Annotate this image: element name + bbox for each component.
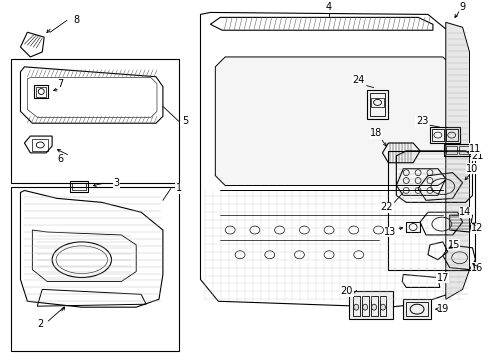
Text: 2: 2 [37,319,44,329]
Bar [444,144,471,156]
Polygon shape [215,57,453,185]
Text: 21: 21 [471,151,484,161]
Text: 14: 14 [460,207,472,217]
Bar [406,302,428,316]
Bar [36,87,46,96]
Bar [380,296,387,316]
Text: 24: 24 [353,75,365,85]
Text: 16: 16 [471,262,484,273]
Bar [370,296,377,316]
Text: 17: 17 [437,273,449,283]
Text: 1: 1 [176,184,182,193]
Bar [369,93,386,116]
Bar [70,181,88,193]
Ellipse shape [363,304,368,310]
Text: 12: 12 [471,223,484,233]
Text: 5: 5 [183,116,189,126]
Text: 4: 4 [326,3,332,13]
Bar [389,151,475,270]
Ellipse shape [354,304,359,310]
Ellipse shape [381,304,386,310]
Text: 22: 22 [380,202,392,212]
Polygon shape [446,22,469,299]
Bar [446,129,458,141]
Bar [353,296,360,316]
Bar [32,139,48,151]
Bar [367,90,389,119]
Bar [362,296,368,316]
Text: 11: 11 [469,144,482,154]
Text: 10: 10 [466,164,479,174]
Ellipse shape [371,304,376,310]
Text: 18: 18 [370,128,383,138]
Text: 7: 7 [57,78,63,89]
Text: 20: 20 [341,286,353,296]
Bar [11,59,179,183]
Bar [403,299,431,319]
Text: 6: 6 [57,154,63,164]
Bar [406,222,420,232]
Text: 9: 9 [460,3,465,13]
Bar [72,183,86,190]
Bar [370,99,385,107]
Bar [432,129,444,141]
Text: 3: 3 [113,177,120,188]
Text: 8: 8 [74,15,80,25]
Bar [459,146,469,154]
Bar [430,127,460,143]
Bar [11,188,179,351]
Text: 15: 15 [447,240,460,250]
Bar [349,291,393,319]
Text: 13: 13 [384,227,396,237]
Bar [446,146,457,154]
Text: 19: 19 [437,304,449,314]
Bar [34,85,48,99]
Text: 23: 23 [416,116,428,126]
